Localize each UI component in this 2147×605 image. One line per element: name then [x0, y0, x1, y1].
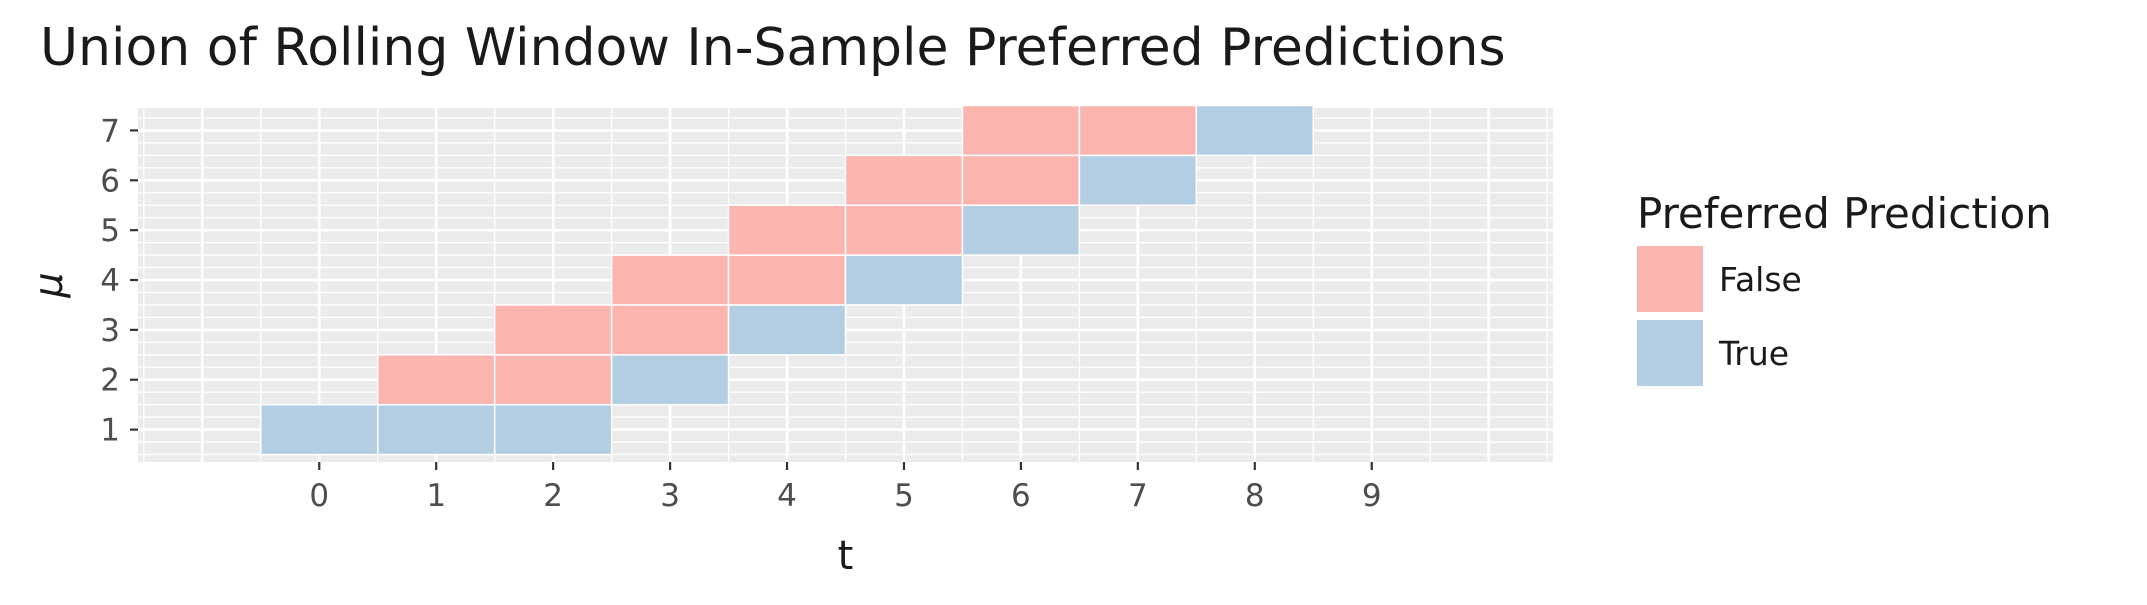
x-tick-label: 0: [309, 478, 329, 514]
heatmap-cell: [727, 204, 847, 256]
heatmap-cell: [1195, 104, 1315, 157]
heatmap-cell: [376, 403, 496, 456]
legend-key-swatch: [1637, 246, 1703, 312]
heatmap-cell: [493, 304, 613, 356]
heatmap-cell: [260, 403, 379, 456]
y-axis-title: μ: [26, 272, 72, 298]
y-tick-label: 3: [100, 313, 120, 349]
x-tick-label: 3: [660, 478, 680, 514]
heatmap-cell: [844, 204, 964, 256]
y-tick-label: 4: [100, 263, 120, 299]
heatmap-cells: [260, 104, 1315, 456]
y-tick-label: 7: [100, 113, 120, 149]
x-tick-label: 7: [1128, 478, 1148, 514]
heatmap-cell: [727, 304, 847, 356]
heatmap-cell: [961, 104, 1081, 157]
legend-key-label: True: [1718, 334, 1789, 373]
y-tick-label: 2: [100, 363, 120, 399]
heatmap-cell: [727, 254, 847, 306]
x-tick-label: 9: [1362, 478, 1382, 514]
heatmap-cell: [844, 154, 964, 206]
x-tick-label: 5: [894, 478, 914, 514]
y-tick-label: 6: [100, 163, 120, 199]
heatmap-cell: [844, 254, 964, 306]
x-tick-label: 8: [1245, 478, 1265, 514]
x-tick-label: 6: [1011, 478, 1031, 514]
heatmap-cell: [961, 154, 1081, 206]
heatmap-cell: [1078, 104, 1198, 157]
legend-title: Preferred Prediction: [1637, 189, 2052, 238]
y-tick-label: 1: [100, 413, 120, 449]
legend: Preferred Prediction False True: [1637, 189, 2052, 386]
heatmap-cell: [610, 254, 730, 306]
x-axis-title: t: [838, 533, 854, 579]
x-tick-label: 2: [543, 478, 563, 514]
legend-key-swatch: [1637, 320, 1703, 386]
axes: 0 1 2 3 4 5 6 7 8 9 1 2 3 4 5 6 7: [100, 113, 1381, 514]
heatmap-cell: [1078, 154, 1198, 206]
heatmap-cell: [610, 304, 730, 356]
heatmap-cell: [376, 354, 496, 406]
heatmap-cell: [610, 354, 730, 406]
heatmap-cell: [493, 354, 613, 406]
heatmap-cell: [493, 403, 613, 456]
legend-key-label: False: [1719, 260, 1802, 299]
x-tick-label: 1: [426, 478, 446, 514]
chart-title: Union of Rolling Window In-Sample Prefer…: [40, 18, 1506, 78]
x-tick-label: 4: [777, 478, 797, 514]
heatmap-cell: [961, 204, 1081, 256]
y-tick-label: 5: [100, 213, 120, 249]
